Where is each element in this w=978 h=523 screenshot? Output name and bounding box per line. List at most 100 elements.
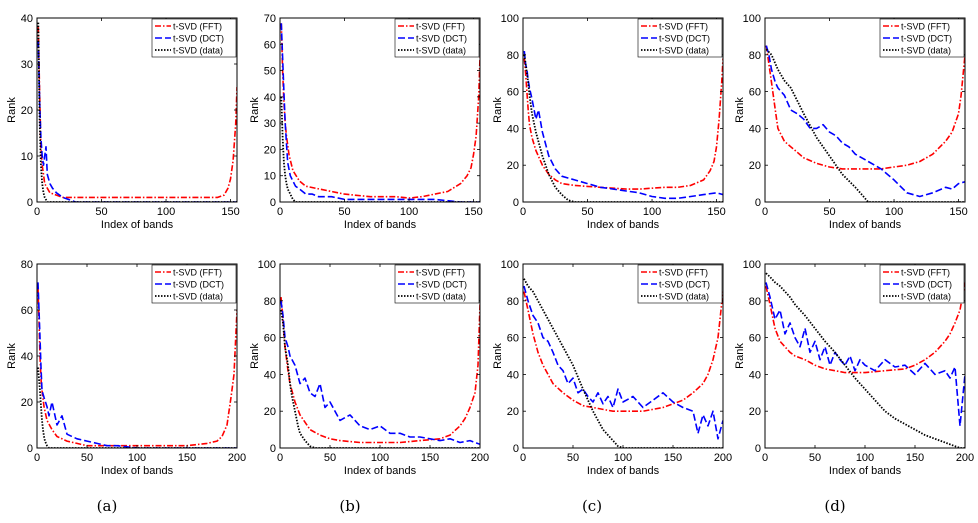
- legend-entry: t-SVD (FFT): [173, 22, 222, 32]
- x-tick-label: 0: [762, 452, 768, 464]
- x-tick-label: 100: [128, 452, 146, 464]
- legend-entry: t-SVD (DCT): [416, 34, 467, 44]
- legend: t-SVD (FFT) t-SVD (DCT) t-SVD (data): [151, 18, 237, 58]
- y-tick-label: 100: [501, 13, 519, 25]
- y-tick-label: 60: [264, 333, 276, 345]
- legend-entry: t-SVD (FFT): [173, 268, 222, 278]
- y-axis-label: Rank: [492, 343, 504, 369]
- y-tick-label: 60: [264, 39, 276, 51]
- x-tick-label: 150: [221, 206, 239, 218]
- x-tick-label: 150: [664, 452, 682, 464]
- x-tick-label: 200: [471, 452, 489, 464]
- y-tick-label: 40: [21, 13, 33, 25]
- y-tick-label: 30: [21, 59, 33, 71]
- y-tick-label: 80: [507, 296, 519, 308]
- series-line-2: [37, 40, 237, 202]
- x-axis-label: Index of bands: [829, 219, 902, 231]
- y-tick-label: 80: [264, 296, 276, 308]
- series-line-1: [765, 282, 965, 374]
- series-line-3: [280, 96, 480, 202]
- legend-entry: t-SVD (data): [901, 292, 951, 302]
- y-tick-label: 10: [264, 171, 276, 183]
- x-tick-label: 0: [520, 452, 526, 464]
- x-axis-label: Index of bands: [344, 219, 417, 231]
- y-tick-label: 80: [749, 296, 761, 308]
- series-line-2: [765, 282, 965, 427]
- legend: t-SVD (FFT) t-SVD (DCT) t-SVD (data): [394, 18, 480, 58]
- x-tick-label: 50: [95, 206, 107, 218]
- y-tick-label: 0: [513, 443, 519, 455]
- y-tick-label: 60: [507, 333, 519, 345]
- legend-entry: t-SVD (data): [416, 292, 466, 302]
- x-tick-label: 0: [277, 206, 283, 218]
- x-axis-label: Index of bands: [829, 465, 902, 477]
- y-tick-label: 20: [21, 397, 33, 409]
- y-axis-label: Rank: [492, 97, 504, 123]
- x-tick-label: 150: [906, 452, 924, 464]
- y-tick-label: 40: [264, 92, 276, 104]
- x-tick-label: 150: [421, 452, 439, 464]
- legend-entry: t-SVD (DCT): [173, 34, 224, 44]
- x-tick-label: 150: [949, 206, 967, 218]
- y-tick-label: 20: [749, 160, 761, 172]
- y-axis-label: Rank: [6, 343, 18, 369]
- legend-entry: t-SVD (DCT): [901, 280, 952, 290]
- legend-entry: t-SVD (FFT): [901, 268, 950, 278]
- y-axis-label: Rank: [249, 343, 261, 369]
- y-tick-label: 80: [21, 259, 33, 271]
- y-tick-label: 100: [743, 13, 761, 25]
- y-tick-label: 80: [749, 50, 761, 62]
- series-line-2: [523, 51, 723, 200]
- legend-entry: t-SVD (FFT): [416, 268, 465, 278]
- legend-entry: t-SVD (FFT): [659, 268, 708, 278]
- y-tick-label: 30: [264, 118, 276, 130]
- y-tick-label: 100: [743, 259, 761, 271]
- x-tick-label: 100: [643, 206, 661, 218]
- x-axis-label: Index of bands: [101, 465, 174, 477]
- y-tick-label: 40: [749, 123, 761, 135]
- axes-frame: [764, 17, 966, 203]
- y-tick-label: 40: [264, 369, 276, 381]
- legend-entry: t-SVD (DCT): [659, 280, 710, 290]
- x-tick-label: 50: [338, 206, 350, 218]
- x-tick-label: 100: [371, 452, 389, 464]
- y-tick-label: 60: [507, 87, 519, 99]
- x-tick-label: 150: [707, 206, 725, 218]
- legend-entry: t-SVD (FFT): [659, 22, 708, 32]
- y-tick-label: 60: [749, 333, 761, 345]
- x-tick-label: 0: [520, 206, 526, 218]
- series-line-3: [280, 309, 480, 448]
- series-line-2: [523, 285, 723, 440]
- y-tick-label: 0: [270, 197, 276, 209]
- y-tick-label: 10: [21, 151, 33, 163]
- caption-b: (b): [339, 497, 361, 515]
- x-tick-label: 100: [885, 206, 903, 218]
- legend-entry: t-SVD (FFT): [416, 22, 465, 32]
- x-tick-label: 100: [856, 452, 874, 464]
- x-tick-label: 150: [178, 452, 196, 464]
- x-tick-label: 50: [581, 206, 593, 218]
- x-tick-label: 100: [400, 206, 418, 218]
- x-tick-label: 200: [228, 452, 246, 464]
- chart-panel-5: 0 50 100 150 200 0 20 40 60 80 Index of bands Rank t…: [6, 259, 246, 477]
- legend-entry: t-SVD (FFT): [901, 22, 950, 32]
- y-tick-label: 0: [513, 197, 519, 209]
- legend: t-SVD (FFT) t-SVD (DCT) t-SVD (data): [394, 264, 480, 304]
- y-tick-label: 0: [27, 197, 33, 209]
- x-tick-label: 200: [956, 452, 974, 464]
- series-line-3: [523, 278, 723, 448]
- series-line-2: [765, 45, 965, 198]
- series-line-1: [765, 45, 965, 170]
- legend-entry: t-SVD (data): [173, 46, 223, 56]
- x-tick-label: 100: [157, 206, 175, 218]
- legend-entry: t-SVD (DCT): [659, 34, 710, 44]
- x-axis-label: Index of bands: [587, 219, 660, 231]
- x-tick-label: 0: [277, 452, 283, 464]
- y-tick-label: 20: [749, 406, 761, 418]
- x-tick-label: 0: [34, 452, 40, 464]
- legend: t-SVD (FFT) t-SVD (DCT) t-SVD (data): [637, 18, 723, 58]
- series-line-3: [523, 54, 723, 202]
- series-line-2: [280, 23, 480, 202]
